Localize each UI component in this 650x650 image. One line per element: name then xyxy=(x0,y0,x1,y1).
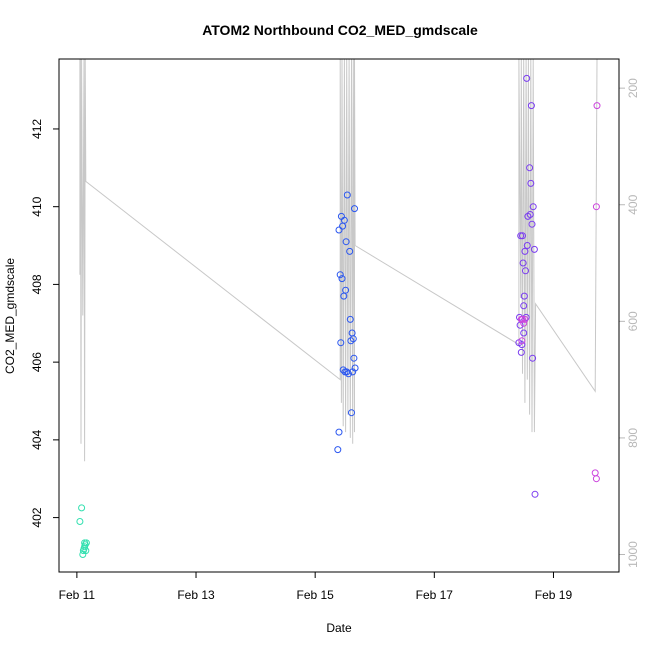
data-point xyxy=(529,354,537,362)
data-point xyxy=(520,302,528,310)
y-tick-label: 412 xyxy=(30,119,44,139)
data-point xyxy=(345,370,352,378)
x-tick-label: Feb 17 xyxy=(416,588,454,602)
y-tick-label: 402 xyxy=(30,507,44,527)
data-point xyxy=(82,539,90,547)
data-point xyxy=(519,232,526,240)
y2-tick-label: 600 xyxy=(626,311,640,331)
y-tick-label: 406 xyxy=(30,352,44,372)
x-axis: Feb 11 Feb 13 Feb 15 Feb 17 Feb 19 xyxy=(59,571,573,602)
data-point xyxy=(526,211,534,218)
y-axis: 402 404 406 408 410 412 xyxy=(30,119,60,528)
data-point xyxy=(346,315,354,323)
data-point xyxy=(531,490,539,498)
data-point xyxy=(527,179,535,187)
data-point xyxy=(523,74,531,82)
data-point xyxy=(591,469,599,477)
data-point xyxy=(519,259,527,267)
data-point xyxy=(520,319,528,327)
series-4 xyxy=(517,102,601,483)
pressure-line xyxy=(79,58,598,462)
data-point xyxy=(334,446,342,454)
x-axis-label: Date xyxy=(326,621,352,635)
data-point xyxy=(349,335,357,343)
data-point xyxy=(529,203,537,211)
plot-frame xyxy=(58,58,620,573)
data-point xyxy=(523,242,531,249)
y2-tick-label: 400 xyxy=(626,194,640,214)
series-3 xyxy=(515,74,539,498)
data-point xyxy=(342,286,350,294)
data-point xyxy=(76,518,84,525)
data-point xyxy=(336,271,344,279)
data-point xyxy=(335,226,343,234)
data-point xyxy=(522,267,529,275)
y2-tick-label: 1000 xyxy=(626,541,640,568)
data-point xyxy=(521,247,529,255)
y-axis-label: CO2_MED_gmdscale xyxy=(3,258,17,374)
data-point xyxy=(337,339,345,347)
data-point xyxy=(348,409,355,417)
series-1 xyxy=(76,504,90,558)
data-point xyxy=(518,337,526,345)
y-tick-label: 410 xyxy=(30,196,44,216)
x-tick-label: Feb 11 xyxy=(59,588,96,602)
data-point xyxy=(346,247,354,255)
y2-axis: 200 400 600 800 1000 xyxy=(618,78,640,568)
data-point xyxy=(338,275,346,283)
data-point xyxy=(351,364,359,372)
y-tick-label: 408 xyxy=(30,274,44,294)
y2-tick-label: 800 xyxy=(626,428,640,448)
data-point xyxy=(518,341,526,349)
x-tick-label: Feb 19 xyxy=(535,588,573,602)
x-tick-label: Feb 15 xyxy=(296,588,334,602)
data-point xyxy=(78,504,86,512)
y2-tick-label: 200 xyxy=(626,78,640,98)
pressure-layer xyxy=(79,58,598,462)
data-point xyxy=(350,354,358,362)
data-point xyxy=(339,366,347,374)
data-point xyxy=(351,205,358,213)
data-point xyxy=(335,428,343,436)
series-2 xyxy=(334,191,359,454)
y-tick-label: 404 xyxy=(30,430,44,450)
data-point xyxy=(519,315,526,323)
points-layer xyxy=(76,74,601,558)
data-point xyxy=(520,292,528,300)
data-point xyxy=(592,475,600,483)
data-point xyxy=(340,216,348,224)
data-point xyxy=(528,220,536,228)
x-tick-label: Feb 13 xyxy=(177,588,215,602)
data-point xyxy=(517,348,525,356)
data-point xyxy=(526,164,534,172)
data-point xyxy=(527,102,535,110)
data-point xyxy=(342,238,350,246)
data-point xyxy=(82,547,90,555)
data-point xyxy=(592,203,600,211)
data-point xyxy=(593,102,601,110)
data-point xyxy=(530,245,538,253)
chart-title: ATOM2 Northbound CO2_MED_gmdscale xyxy=(202,22,478,38)
data-point xyxy=(521,315,529,323)
data-point xyxy=(520,329,528,337)
data-point xyxy=(343,191,351,199)
data-point xyxy=(524,212,532,220)
